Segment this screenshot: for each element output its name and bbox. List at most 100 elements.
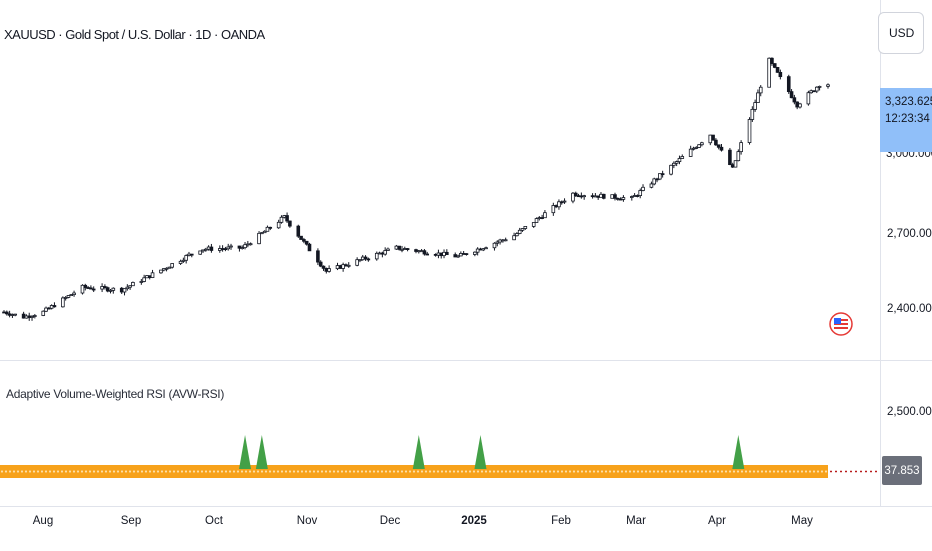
candle-body [691, 147, 696, 150]
rsi-line-dot [504, 470, 508, 473]
symbol-title[interactable]: XAUUSD · Gold Spot / U.S. Dollar · 1D · … [4, 27, 265, 42]
candle-body [265, 226, 270, 232]
rsi-line-dot [364, 470, 368, 473]
candle-body [439, 252, 444, 257]
candle-body [425, 253, 430, 256]
candle-body [237, 245, 242, 249]
price-axis[interactable] [880, 0, 932, 506]
candle-body [229, 245, 233, 248]
rsi-line-dot [592, 470, 596, 473]
candle-body [218, 248, 222, 251]
candle-body [344, 264, 348, 267]
currency-button[interactable]: USD [878, 12, 924, 54]
rsi-line-dot [480, 470, 484, 473]
rsi-line-dot [380, 470, 384, 473]
candle-body [358, 259, 362, 262]
indicator-pane[interactable] [0, 361, 880, 506]
candle-body [641, 186, 645, 191]
candle-body [44, 307, 48, 312]
rsi-line-dot [304, 470, 308, 473]
rsi-line-dot [636, 470, 640, 473]
candle-body [7, 313, 12, 316]
candle-body [789, 91, 794, 99]
rsi-line-dot [440, 470, 444, 473]
last-price-badge: 3,323.625 12:23:34 [880, 88, 932, 152]
candlestick-chart[interactable] [0, 0, 880, 360]
candle-body [795, 101, 799, 108]
time-axis[interactable] [0, 506, 932, 551]
candle-body [484, 247, 488, 250]
rsi-line-dot [212, 470, 216, 473]
candle-body [728, 149, 732, 166]
rsi-line-dot [540, 470, 544, 473]
rsi-line-dot [336, 470, 340, 473]
candle-body [814, 86, 819, 92]
candle-body [302, 239, 306, 242]
candle-body [321, 265, 326, 269]
rsi-line-dot [468, 470, 472, 473]
candle-body [63, 297, 68, 299]
rsi-line-dot [644, 470, 648, 473]
rsi-line-dot [268, 470, 272, 473]
candle-body [164, 267, 169, 270]
last-price: 3,323.625 [885, 96, 932, 108]
candle-body [86, 287, 90, 289]
rsi-line-dot [112, 470, 116, 473]
rsi-line-dot [648, 470, 652, 473]
candle-body [327, 268, 331, 272]
candle-body [201, 249, 205, 252]
candle-body [383, 250, 387, 255]
us-flag-icon[interactable] [829, 312, 853, 336]
candle-body [495, 241, 500, 244]
candle-body [161, 268, 166, 271]
rsi-line-dot [624, 470, 628, 473]
time-label-oct: Oct [205, 515, 223, 527]
rsi-line-dot [428, 470, 432, 473]
rsi-line-dot [332, 470, 336, 473]
rsi-line-dot [432, 470, 436, 473]
candle-body [52, 305, 57, 308]
rsi-line-dot [820, 470, 824, 473]
candle-body [246, 243, 250, 246]
rsi-line-dot [44, 470, 48, 473]
candle-body [276, 221, 281, 229]
candle-body [739, 142, 743, 153]
rsi-line-dot [764, 470, 768, 473]
candle-body [147, 275, 152, 278]
rsi-line-dot [128, 470, 132, 473]
price-tick-2500: 2,500.000 [887, 406, 932, 418]
rsi-line-dot [192, 470, 196, 473]
candle-body [402, 248, 407, 250]
candle-body [747, 119, 752, 144]
candle-body [260, 232, 264, 235]
rsi-line-dot [120, 470, 124, 473]
candle-body [573, 192, 578, 197]
candle-body [414, 249, 418, 252]
rsi-line-dot [660, 470, 664, 473]
time-label-may: May [791, 515, 813, 527]
indicator-chart[interactable] [0, 361, 880, 506]
rsi-line-dot [796, 470, 800, 473]
rsi-line-dot [484, 470, 488, 473]
pane-divider[interactable] [0, 360, 932, 361]
rsi-line-dot [4, 470, 8, 473]
candle-body [812, 90, 816, 93]
candle-body [534, 218, 539, 223]
rsi-line-dot [536, 470, 540, 473]
rsi-line-dot [360, 470, 364, 473]
candle-body [279, 216, 284, 223]
rsi-line-dot [324, 470, 328, 473]
candle-body [758, 86, 763, 94]
candle-body [189, 253, 194, 256]
rsi-line-dot [628, 470, 632, 473]
candle-body [512, 235, 516, 241]
indicator-title[interactable]: Adaptive Volume-Weighted RSI (AVW-RSI) [6, 387, 225, 401]
rsi-line-dot [720, 470, 724, 473]
candle-body [711, 134, 715, 141]
rsi-line-dot [596, 470, 600, 473]
main-chart-pane[interactable] [0, 0, 880, 360]
rsi-line-dot [344, 470, 348, 473]
rsi-line-dot [492, 470, 496, 473]
rsi-line-dot [496, 470, 500, 473]
rsi-line-dot [252, 470, 256, 473]
